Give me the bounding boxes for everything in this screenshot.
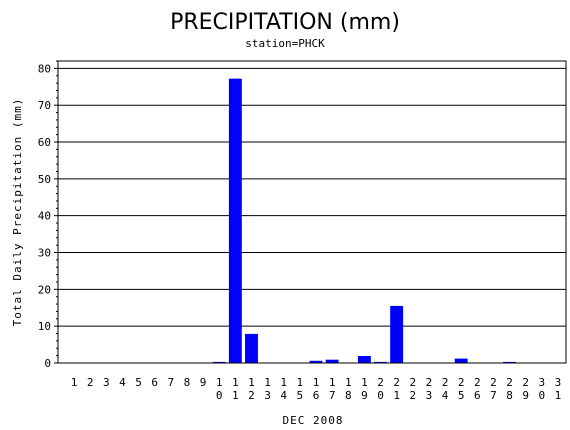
x-tick-label: 4 [119, 376, 126, 389]
bar-day-19 [357, 356, 371, 363]
x-tick-label: 6 [151, 376, 158, 389]
bar-day-17 [325, 359, 339, 363]
chart-title: PRECIPITATION (mm) [170, 10, 400, 35]
x-tick-label: 9 [200, 376, 207, 389]
bar-day-28 [503, 361, 516, 363]
y-tick-label: 20 [38, 283, 51, 296]
y-tick-label: 10 [38, 320, 51, 333]
chart-subtitle: station=PHCK [245, 37, 325, 50]
x-tick-label: 2 [87, 376, 94, 389]
y-tick-label: 50 [38, 173, 51, 186]
bar-day-20 [374, 361, 387, 363]
bar-day-11 [228, 78, 242, 364]
y-tick-label: 0 [44, 357, 51, 370]
gridlines [58, 67, 566, 327]
y-tick-label: 80 [38, 62, 51, 75]
y-tick-label: 70 [38, 99, 51, 112]
y-axis-ticks: 0 10 20 30 40 50 60 70 80 [38, 60, 58, 370]
x-axis-ticks: 1 2 3 4 5 6 7 8 9 1 01 11 21 31 41 51 61 71 81 92 02 12 22 32 42… [71, 376, 561, 402]
y-axis-label: Total Daily Precipitation (mm) [11, 98, 24, 327]
bars [212, 78, 516, 364]
plot-frame [57, 60, 567, 364]
bar-day-21 [390, 305, 404, 363]
bar-day-10 [212, 361, 226, 363]
y-tick-label: 30 [38, 247, 51, 260]
bar-day-12 [245, 333, 258, 363]
x-axis-label: DEC 2008 [283, 414, 344, 427]
x-tick-label: 8 [184, 376, 191, 389]
bar-day-25 [454, 358, 468, 363]
y-tick-label: 60 [38, 136, 51, 149]
x-tick-label: 1 [71, 376, 78, 389]
x-tick-label: 5 [135, 376, 142, 389]
bar-day-16 [309, 360, 323, 363]
x-tick-label: 3 [103, 376, 110, 389]
y-tick-label: 40 [38, 210, 51, 223]
x-tick-label: 7 [168, 376, 175, 389]
